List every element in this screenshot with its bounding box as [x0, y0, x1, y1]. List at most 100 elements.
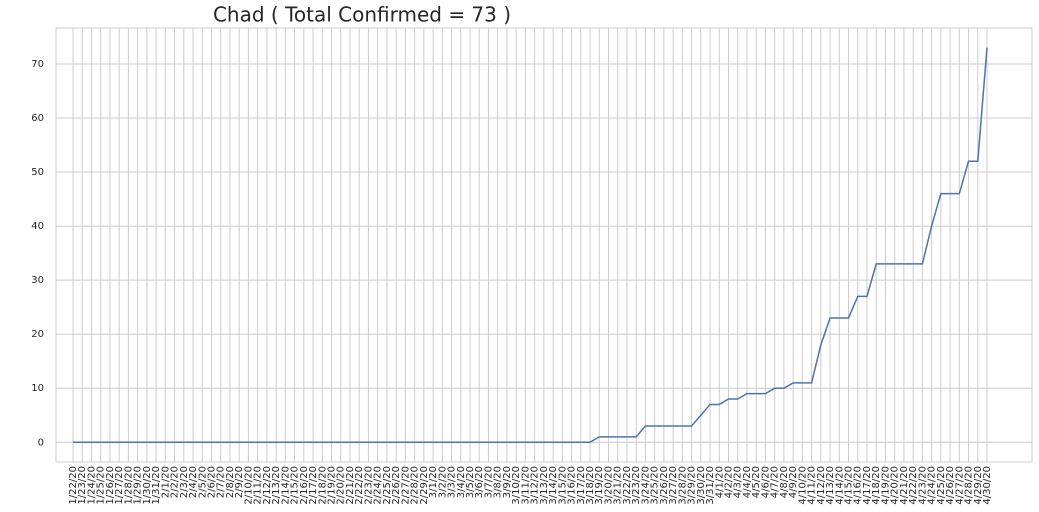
x-tick-label: 2/26/20	[391, 466, 402, 505]
x-tick-label: 4/15/20	[844, 466, 855, 505]
x-tick-label: 4/4/20	[742, 466, 753, 498]
x-tick-label: 3/18/20	[585, 466, 596, 505]
x-tick-label: 3/19/20	[594, 466, 605, 505]
x-tick-label: 2/29/20	[419, 466, 430, 505]
x-tick-label: 3/13/20	[539, 466, 550, 505]
x-tick-label: 4/26/20	[945, 466, 956, 505]
x-tick-label: 4/28/20	[964, 466, 975, 505]
x-tick-label: 3/10/20	[511, 466, 522, 505]
x-tick-label: 2/28/20	[410, 466, 421, 505]
x-tick-label: 3/9/20	[502, 466, 513, 498]
x-tick-label: 1/24/20	[86, 466, 97, 505]
x-tick-label: 4/25/20	[936, 466, 947, 505]
x-tick-label: 2/8/20	[225, 466, 236, 498]
x-tick-label: 2/5/20	[197, 466, 208, 498]
y-tick-label: 30	[31, 275, 44, 286]
x-tick-label: 2/2/20	[170, 466, 181, 498]
x-tick-label: 3/12/20	[530, 466, 541, 505]
x-tick-label: 4/3/20	[733, 466, 744, 498]
x-tick-label: 2/19/20	[327, 466, 338, 505]
x-tick-label: 4/18/20	[871, 466, 882, 505]
x-tick-label: 2/3/20	[179, 466, 190, 498]
chart-title: Chad ( Total Confirmed = 73 )	[213, 3, 511, 27]
x-tick-label: 4/27/20	[954, 466, 965, 505]
x-tick-label: 4/12/20	[816, 466, 827, 505]
x-tick-label: 3/25/20	[650, 466, 661, 505]
line	[73, 47, 988, 444]
x-tick-label: 4/11/20	[807, 466, 818, 505]
x-tick-label: 4/30/20	[982, 466, 993, 505]
x-tick-label: 4/13/20	[825, 466, 836, 505]
x-tick-label: 2/21/20	[345, 466, 356, 505]
x-tick-label: 3/5/20	[465, 466, 476, 498]
x-tick-label: 3/17/20	[576, 466, 587, 505]
x-tick-label: 2/27/20	[400, 466, 411, 505]
x-tick-label: 2/16/20	[299, 466, 310, 505]
x-tick-label: 2/9/20	[234, 466, 245, 498]
x-tick-label: 4/19/20	[880, 466, 891, 505]
x-tick-label: 3/7/20	[483, 466, 494, 498]
x-tick-label: 3/1/20	[428, 466, 439, 498]
x-tick-label: 4/6/20	[760, 466, 771, 498]
x-tick-label: 4/8/20	[779, 466, 790, 498]
x-tick-label: 4/2/20	[723, 466, 734, 498]
x-tick-label: 4/29/20	[973, 466, 984, 505]
x-tick-label: 2/23/20	[363, 466, 374, 505]
x-tick-label: 3/31/20	[705, 466, 716, 505]
x-tick-label: 3/28/20	[677, 466, 688, 505]
x-tick-label: 1/25/20	[96, 466, 107, 505]
x-tick-label: 2/18/20	[317, 466, 328, 505]
x-tick-label: 2/17/20	[308, 466, 319, 505]
x-tick-label: 1/22/20	[68, 466, 79, 505]
y-tick-label: 70	[31, 59, 44, 70]
y-tick-label: 40	[31, 221, 44, 232]
x-tick-label: 1/28/20	[123, 466, 134, 505]
y-tick-label: 10	[31, 383, 44, 394]
x-tick-label: 4/10/20	[797, 466, 808, 505]
x-tick-label: 3/24/20	[640, 466, 651, 505]
x-tick-label: 3/29/20	[687, 466, 698, 505]
x-tick-label: 3/27/20	[668, 466, 679, 505]
x-tick-label: 1/26/20	[105, 466, 116, 505]
x-tick-label: 3/6/20	[474, 466, 485, 498]
x-tick-label: 2/14/20	[280, 466, 291, 505]
x-tick-label: 4/21/20	[899, 466, 910, 505]
x-tick-label: 2/11/20	[253, 466, 264, 505]
x-tick-label: 2/25/20	[382, 466, 393, 505]
x-tick-label: 1/23/20	[77, 466, 88, 505]
x-tick-label: 4/20/20	[890, 466, 901, 505]
x-tick-label: 4/14/20	[834, 466, 845, 505]
x-tick-label: 2/15/20	[290, 466, 301, 505]
x-tick-label: 4/17/20	[862, 466, 873, 505]
x-tick-label: 3/30/20	[696, 466, 707, 505]
x-tick-label: 2/13/20	[271, 466, 282, 505]
x-tick-label: 2/1/20	[160, 466, 171, 498]
y-tick-label: 60	[31, 113, 44, 124]
x-tick-label: 4/5/20	[751, 466, 762, 498]
x-tick-label: 3/2/20	[437, 466, 448, 498]
x-tick-label: 2/10/20	[243, 466, 254, 505]
x-tick-label: 3/3/20	[447, 466, 458, 498]
x-tick-label: 3/14/20	[548, 466, 559, 505]
x-tick-label: 3/8/20	[493, 466, 504, 498]
x-tick-label: 1/30/20	[142, 466, 153, 505]
x-tick-label: 2/12/20	[262, 466, 273, 505]
x-tick-label: 4/24/20	[927, 466, 938, 505]
x-tick-label: 2/24/20	[373, 466, 384, 505]
x-tick-label: 1/31/20	[151, 466, 162, 505]
x-tick-label: 4/16/20	[853, 466, 864, 505]
x-tick-label: 4/22/20	[908, 466, 919, 505]
x-tick-label: 4/7/20	[770, 466, 781, 498]
x-tick-label: 3/20/20	[603, 466, 614, 505]
x-tick-label: 4/23/20	[917, 466, 928, 505]
x-tick-label: 2/20/20	[336, 466, 347, 505]
x-tick-label: 3/16/20	[567, 466, 578, 505]
x-tick-label: 1/27/20	[114, 466, 125, 505]
x-tick-label: 1/29/20	[133, 466, 144, 505]
x-tick-label: 3/4/20	[456, 466, 467, 498]
y-tick-label: 50	[31, 167, 44, 178]
x-tick-label: 3/26/20	[659, 466, 670, 505]
y-tick-label: 0	[38, 437, 44, 448]
x-tick-label: 3/11/20	[520, 466, 531, 505]
